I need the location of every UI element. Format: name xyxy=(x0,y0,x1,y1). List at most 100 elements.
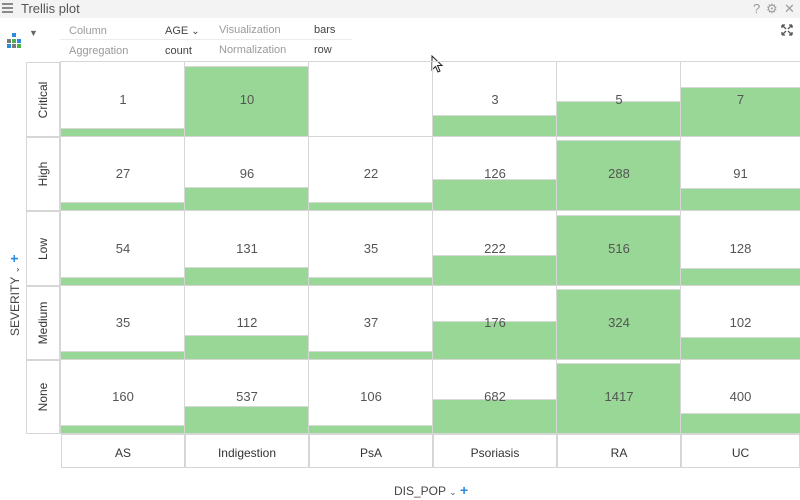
grid-line xyxy=(308,61,309,434)
bar xyxy=(557,140,681,211)
trellis-cell[interactable]: 128 xyxy=(681,211,800,286)
trellis-cell[interactable]: 54 xyxy=(61,211,185,286)
visualization-value[interactable]: bars xyxy=(314,24,336,36)
column-label-psoriasis: Psoriasis xyxy=(433,434,557,468)
bar xyxy=(185,406,309,434)
trellis-cell[interactable]: 400 xyxy=(681,360,800,434)
trellis-cell[interactable]: 102 xyxy=(681,286,800,360)
value-label: 3 xyxy=(491,92,499,107)
trellis-cell[interactable]: 516 xyxy=(557,211,681,286)
properties-panel: Column AGE ⌄ Visualization bars Aggregat… xyxy=(0,19,800,61)
column-label-ra: RA xyxy=(557,434,681,468)
bar xyxy=(681,268,800,286)
value-label: 126 xyxy=(484,166,506,181)
trellis-cell[interactable]: 5 xyxy=(557,62,681,137)
column-label-uc: UC xyxy=(681,434,800,468)
y-axis-label: SEVERITY xyxy=(8,276,22,336)
row-label-text: Medium xyxy=(36,301,50,345)
grid-line xyxy=(61,359,800,360)
trellis-cell[interactable]: 324 xyxy=(557,286,681,360)
chevron-down-icon[interactable]: ▼ xyxy=(29,28,38,38)
window-title: Trellis plot xyxy=(21,1,80,16)
trellis-cell[interactable]: 1417 xyxy=(557,360,681,434)
trellis-cell[interactable]: 22 xyxy=(309,137,433,211)
bar xyxy=(61,128,185,137)
bar xyxy=(681,188,800,211)
trellis-cell[interactable]: 37 xyxy=(309,286,433,360)
grid-line xyxy=(61,210,800,211)
trellis-cell[interactable]: 126 xyxy=(433,137,557,211)
trellis-cell[interactable]: 1 xyxy=(61,62,185,137)
value-label: 7 xyxy=(736,92,745,107)
value-label: 222 xyxy=(484,241,506,256)
aggregation-value[interactable]: count xyxy=(165,45,192,57)
value-label: 22 xyxy=(363,166,379,181)
aggregation-label: Aggregation xyxy=(69,45,129,57)
trellis-cell[interactable]: 7 xyxy=(681,62,800,137)
normalization-label: Normalization xyxy=(219,44,287,56)
trellis-cell[interactable]: 10 xyxy=(185,62,309,137)
value-label: 516 xyxy=(608,241,630,256)
visualization-label: Visualization xyxy=(219,24,281,36)
trellis-cell[interactable]: 96 xyxy=(185,137,309,211)
grid-line xyxy=(556,61,557,434)
grid-line xyxy=(680,61,681,434)
value-label: 1417 xyxy=(604,389,634,404)
bar xyxy=(557,363,681,434)
chart-type-icon[interactable]: ▼ xyxy=(7,28,38,54)
grid-line xyxy=(61,285,800,286)
row-label-text: High xyxy=(36,161,50,187)
expand-icon[interactable] xyxy=(781,23,793,39)
settings-icon[interactable]: ⚙ xyxy=(766,1,778,16)
trellis-cell[interactable]: 288 xyxy=(557,137,681,211)
trellis-cell[interactable]: 222 xyxy=(433,211,557,286)
value-label: 54 xyxy=(115,241,131,256)
help-icon[interactable]: ? xyxy=(753,1,761,16)
chevron-down-icon[interactable]: ⌄ xyxy=(449,487,457,497)
bar xyxy=(433,179,557,211)
trellis-cell[interactable]: 160 xyxy=(61,360,185,434)
trellis-cell[interactable]: 27 xyxy=(61,137,185,211)
trellis-cell[interactable]: 537 xyxy=(185,360,309,434)
value-label: 5 xyxy=(615,92,623,107)
bar xyxy=(681,337,800,360)
column-label-psa: PsA xyxy=(309,434,433,468)
bar xyxy=(185,66,309,137)
trellis-cell[interactable]: 131 xyxy=(185,211,309,286)
x-axis-label: DIS_POP xyxy=(394,484,446,498)
trellis-cell[interactable]: 106 xyxy=(309,360,433,434)
row-label-text: Low xyxy=(36,237,50,260)
value-label: 27 xyxy=(115,166,131,181)
trellis-cell[interactable]: 176 xyxy=(433,286,557,360)
divider xyxy=(60,39,352,40)
trellis-cell[interactable]: 91 xyxy=(681,137,800,211)
x-axis-selector[interactable]: DIS_POP ⌄ + xyxy=(394,482,468,498)
value-label: 537 xyxy=(236,389,258,404)
trellis-cell[interactable]: 35 xyxy=(309,211,433,286)
bar xyxy=(61,202,185,211)
trellis-cell[interactable]: 3 xyxy=(433,62,557,137)
grid-line xyxy=(61,433,800,434)
column-select[interactable]: AGE ⌄ xyxy=(165,25,200,37)
add-column-icon[interactable]: + xyxy=(460,482,469,498)
trellis-cell[interactable]: 682 xyxy=(433,360,557,434)
grid-line xyxy=(60,61,61,434)
add-row-icon[interactable]: + xyxy=(6,254,22,263)
row-label-text: None xyxy=(36,382,50,412)
value-label: 35 xyxy=(115,315,131,330)
value-label: 112 xyxy=(236,315,258,330)
hamburger-menu-icon[interactable] xyxy=(2,3,13,14)
close-icon[interactable]: ✕ xyxy=(784,1,795,16)
value-label: 37 xyxy=(363,315,379,330)
bar xyxy=(309,277,433,286)
normalization-value[interactable]: row xyxy=(314,44,332,56)
trellis-cell[interactable]: 35 xyxy=(61,286,185,360)
value-label: 1 xyxy=(119,92,127,107)
chevron-down-icon[interactable]: ⌄ xyxy=(11,265,21,274)
bar xyxy=(433,255,557,286)
trellis-cell[interactable] xyxy=(309,62,433,137)
grid-line xyxy=(61,136,800,137)
value-label: 324 xyxy=(608,315,630,330)
trellis-cell[interactable]: 112 xyxy=(185,286,309,360)
value-label: 160 xyxy=(112,389,134,404)
